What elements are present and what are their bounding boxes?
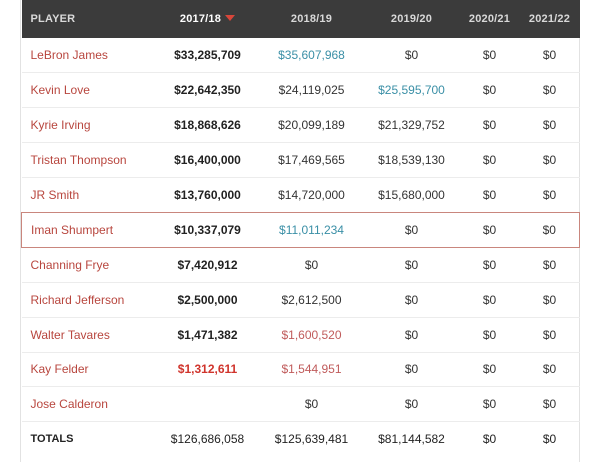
total-2019-20: $81,144,582 [378,432,445,447]
column-header-2017-18[interactable]: 2017/18 [156,0,260,38]
column-header-2019-20[interactable]: 2019/20 [390,13,433,25]
totals-row: TOTALS $126,686,058 $125,639,481 $81,144… [22,422,580,457]
table-row[interactable]: Jose Calderon $0 $0 $0 $0 [21,387,580,422]
table-row[interactable]: Walter Tavares $1,471,382 $1,600,520 $0 … [21,317,580,353]
salary-2019-20: $25,595,700 [378,83,445,98]
salary-2018-19: $11,011,234 [259,211,364,248]
salary-2018-19: $0 [304,257,319,272]
salary-2017-18: $33,285,709 [174,48,241,63]
table-row-highlighted[interactable]: Iman Shumpert $10,337,079 $11,011,234 $0… [21,211,580,248]
salary-table-container: PLAYER 2017/18 2018/19 2019/20 2020/21 2… [20,0,580,462]
player-name[interactable]: Richard Jefferson [30,292,125,307]
salary-2019-20: $0 [404,257,419,272]
total-2020-21: $0 [482,432,497,447]
salary-2017-18 [156,387,260,422]
player-name[interactable]: Kevin Love [30,83,90,98]
table-row[interactable]: Kevin Love $22,642,350 $24,119,025 $25,5… [21,73,580,108]
table-row[interactable]: Kyrie Irving $18,868,626 $20,099,189 $21… [21,108,580,143]
salary-2020-21: $0 [482,83,497,98]
column-header-2020-21[interactable]: 2020/21 [468,13,511,25]
column-header-2017-18-label: 2017/18 [179,13,222,25]
column-header-player[interactable]: PLAYER [30,13,76,25]
salary-2020-21: $0 [482,118,497,133]
player-name[interactable]: Kay Felder [30,362,89,377]
salary-2020-21: $0 [482,257,497,272]
table-header-row: PLAYER 2017/18 2018/19 2019/20 2020/21 2… [21,0,580,38]
column-header-2021-22[interactable]: 2021/22 [528,13,571,25]
salary-2021-22: $0 [542,118,557,133]
salary-2017-18: $1,312,611 [177,362,238,377]
salary-2018-19: $0 [304,397,319,412]
salary-2021-22: $0 [542,257,557,272]
salary-2018-19: $35,607,968 [278,48,345,63]
salary-2021-22: $0 [542,362,557,377]
total-2017-18: $126,686,058 [170,432,245,447]
salary-2021-22: $0 [519,211,580,248]
salary-2019-20: $0 [404,48,419,63]
column-header-2018-19[interactable]: 2018/19 [290,13,333,25]
salary-2018-19: $20,099,189 [278,118,345,133]
salary-2019-20: $0 [404,397,419,412]
salary-2019-20: $15,680,000 [378,188,445,202]
table-row[interactable]: Tristan Thompson $16,400,000 $17,469,565… [21,143,580,178]
salary-2018-19: $17,469,565 [278,153,345,168]
salary-2017-18: $1,471,382 [177,327,238,342]
salary-2021-22: $0 [542,292,557,307]
salary-2017-18: $16,400,000 [174,153,241,168]
salary-2020-21: $0 [482,292,497,307]
salary-2021-22: $0 [542,153,557,168]
salary-2018-19: $1,544,951 [281,362,342,377]
salary-2020-21: $0 [482,327,497,342]
salary-2019-20: $0 [404,327,419,342]
salary-2020-21: $0 [482,362,497,377]
salary-2020-21: $0 [482,153,497,168]
salary-2020-21: $0 [482,48,497,63]
total-2021-22: $0 [542,432,557,447]
salary-2021-22: $0 [542,327,557,342]
salary-2021-22: $0 [542,83,557,98]
salary-2018-19: $24,119,025 [278,83,345,98]
salary-2020-21: $0 [482,397,497,412]
salary-2019-20: $18,539,130 [378,153,445,168]
player-name[interactable]: Channing Frye [30,257,110,272]
player-name[interactable]: Tristan Thompson [30,153,127,168]
salary-2018-19: $1,600,520 [281,327,342,342]
salary-2021-22: $0 [542,188,557,202]
table-row[interactable]: Kay Felder $1,312,611 $1,544,951 $0 $0 $… [21,352,580,387]
salary-2020-21: $0 [482,188,497,202]
salary-2017-18: $2,500,000 [177,292,238,307]
player-name[interactable]: LeBron James [30,48,108,63]
salary-2021-22: $0 [542,397,557,412]
table-row[interactable]: LeBron James $33,285,709 $35,607,968 $0 … [21,38,580,73]
salary-2017-18: $22,642,350 [174,83,241,98]
salary-table: PLAYER 2017/18 2018/19 2019/20 2020/21 2… [21,0,580,457]
salary-2017-18: $18,868,626 [174,118,241,133]
table-row[interactable]: JR Smith $13,760,000 $14,720,000 $15,680… [21,178,580,213]
salary-2019-20: $0 [363,211,460,248]
salary-2017-18: $10,337,079 [155,211,260,248]
salary-2019-20: $0 [404,292,419,307]
sort-descending-icon [225,15,236,22]
player-name[interactable]: Iman Shumpert [21,211,156,248]
salary-2018-19: $14,720,000 [278,188,345,202]
salary-2019-20: $21,329,752 [378,118,445,133]
salary-2018-19: $2,612,500 [281,292,342,307]
totals-label: TOTALS [30,433,74,446]
table-row[interactable]: Channing Frye $7,420,912 $0 $0 $0 $0 [21,247,580,283]
salary-2021-22: $0 [542,48,557,63]
player-name[interactable]: JR Smith [30,188,80,202]
player-name[interactable]: Kyrie Irving [30,118,91,133]
salary-2019-20: $0 [404,362,419,377]
player-name[interactable]: Jose Calderon [30,397,108,412]
table-row[interactable]: Richard Jefferson $2,500,000 $2,612,500 … [21,282,580,318]
total-2018-19: $125,639,481 [274,432,349,447]
salary-2020-21: $0 [459,211,520,248]
salary-2017-18: $7,420,912 [177,257,238,272]
salary-2017-18: $13,760,000 [174,188,241,202]
player-name[interactable]: Walter Tavares [30,327,110,342]
